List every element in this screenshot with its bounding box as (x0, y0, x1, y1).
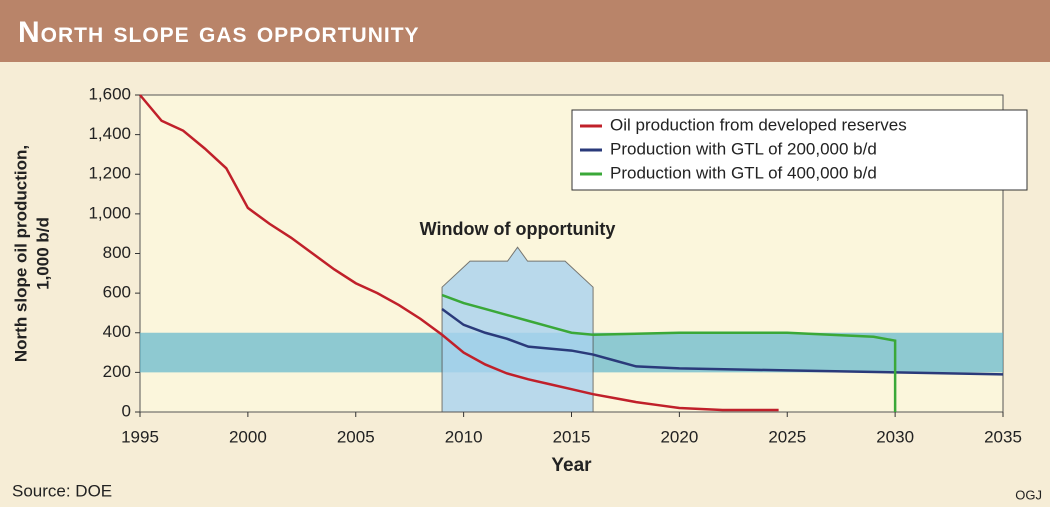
annotation-label: Window of opportunity (420, 219, 616, 239)
legend-label: Production with GTL of 400,000 b/d (610, 163, 877, 182)
x-tick-label: 2035 (984, 427, 1022, 446)
legend-label: Oil production from developed reserves (610, 115, 907, 134)
y-tick-label: 1,000 (88, 203, 131, 222)
y-tick-label: 1,400 (88, 124, 131, 143)
series-line (139, 94, 779, 412)
y-tick-label: 200 (103, 362, 131, 381)
y-axis-label: 1,000 b/d (33, 217, 52, 290)
y-tick-label: 1,200 (88, 164, 131, 183)
x-tick-label: 2015 (553, 427, 591, 446)
chart-title: North slope gas opportunity (18, 16, 420, 49)
y-tick-label: 600 (103, 283, 131, 302)
source: Source: DOE (12, 481, 112, 500)
y-tick-label: 400 (103, 322, 131, 341)
x-tick-label: 2020 (660, 427, 698, 446)
y-axis-label: North slope oil production, (11, 145, 30, 362)
x-tick-label: 2025 (768, 427, 806, 446)
x-tick-label: 1995 (121, 427, 159, 446)
series-line (441, 293, 897, 412)
legend-label: Production with GTL of 200,000 b/d (610, 139, 877, 158)
x-tick-label: 2010 (445, 427, 483, 446)
legend-box (571, 109, 1028, 191)
credit: OGJ (1015, 487, 1042, 502)
y-tick-label: 800 (103, 243, 131, 262)
header-band (0, 0, 1050, 62)
series-line (441, 307, 1004, 376)
x-tick-label: 2000 (229, 427, 267, 446)
window-shape (441, 246, 594, 413)
x-tick-label: 2005 (337, 427, 375, 446)
x-axis-label: Year (551, 455, 592, 476)
x-tick-label: 2030 (876, 427, 914, 446)
y-tick-label: 0 (122, 401, 131, 420)
y-tick-label: 1,600 (88, 84, 131, 103)
